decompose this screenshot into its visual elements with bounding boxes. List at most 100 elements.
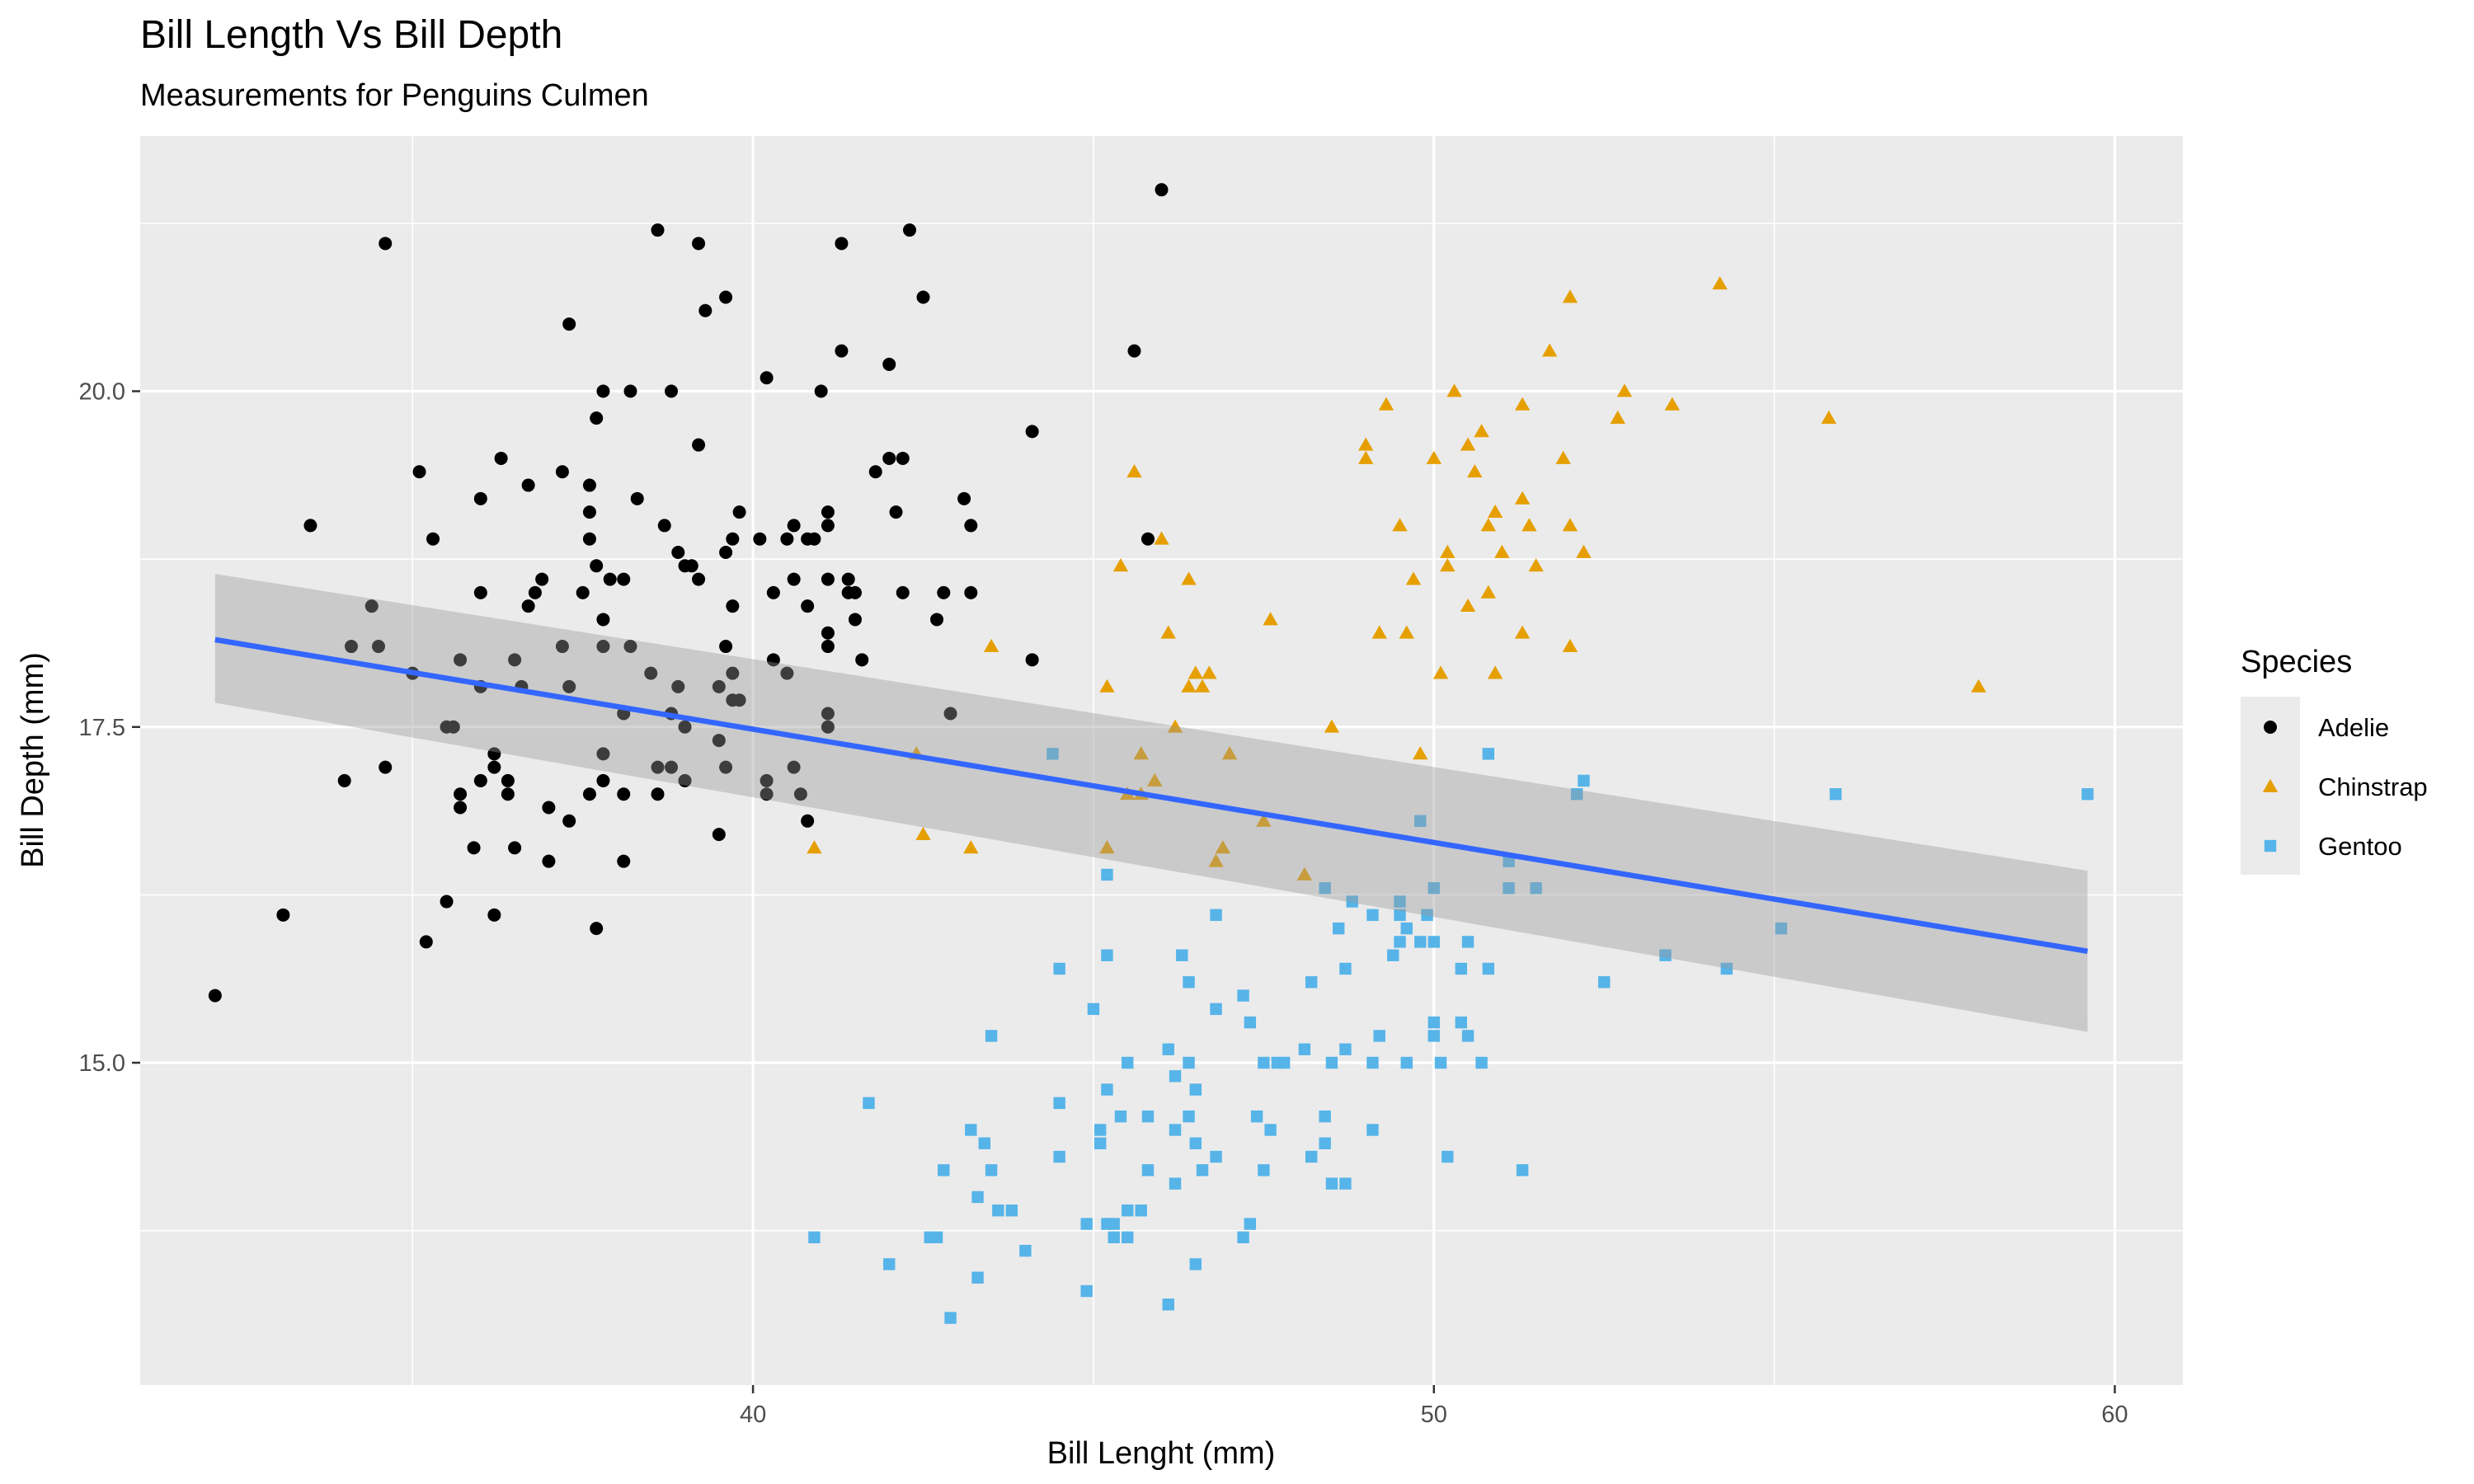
gentoo-point: [1005, 1205, 1018, 1217]
legend-title: Species: [2241, 645, 2352, 679]
y-tick-label: 15.0: [79, 1050, 125, 1077]
adelie-point: [473, 773, 487, 787]
adelie-point: [508, 653, 522, 667]
adelie-point: [562, 814, 576, 828]
gentoo-point: [1387, 949, 1399, 961]
gentoo-point: [1475, 1056, 1488, 1069]
y-axis-ticks: 15.0 17.5 20.0: [79, 379, 140, 1077]
gentoo-point: [1250, 1110, 1263, 1123]
adelie-point: [521, 478, 535, 492]
adelie-point: [501, 773, 515, 787]
gentoo-point: [1189, 1137, 1202, 1149]
adelie-point: [651, 787, 665, 801]
chinstrap-point: [1487, 665, 1503, 679]
chinstrap-point: [1202, 665, 1217, 679]
adelie-point: [855, 653, 869, 667]
adelie-point: [562, 679, 576, 693]
adelie-point: [590, 922, 604, 936]
chinstrap-point: [1256, 813, 1272, 827]
gentoo-point: [1461, 1030, 1475, 1042]
gentoo-point: [1176, 949, 1188, 961]
adelie-point: [671, 679, 685, 693]
gentoo-point: [1659, 949, 1672, 961]
gentoo-point: [1427, 882, 1440, 895]
adelie-point: [821, 626, 835, 640]
adelie-point: [582, 505, 596, 519]
adelie-point: [732, 693, 746, 707]
gentoo-point: [1114, 1110, 1127, 1123]
chinstrap-point: [1562, 518, 1578, 532]
adelie-point: [582, 787, 596, 801]
chinstrap-point: [1664, 397, 1680, 411]
adelie-point: [712, 734, 726, 748]
adelie-point: [726, 666, 740, 680]
chinstrap-point: [1296, 866, 1313, 881]
adelie-point: [303, 519, 317, 533]
gentoo-point: [1461, 936, 1475, 948]
chinstrap-point: [1610, 410, 1625, 424]
adelie-point: [787, 760, 801, 774]
adelie-point: [698, 303, 713, 317]
adelie-point: [692, 438, 706, 452]
adelie-point: [780, 666, 794, 680]
adelie-point: [787, 519, 801, 533]
gentoo-point: [1332, 922, 1345, 935]
adelie-point: [807, 532, 821, 546]
adelie-point: [276, 908, 290, 922]
chinstrap-point: [1460, 437, 1476, 451]
chinstrap-point: [1147, 773, 1163, 787]
adelie-point: [542, 801, 556, 815]
gentoo-point: [1258, 1056, 1270, 1069]
gentoo-point: [1400, 922, 1413, 935]
adelie-point: [623, 384, 637, 398]
gentoo-point: [930, 1231, 943, 1244]
adelie-point: [508, 841, 522, 855]
adelie-point: [473, 585, 487, 599]
x-tick-label: 40: [740, 1402, 766, 1428]
adelie-point: [753, 532, 767, 546]
gentoo-point: [1305, 976, 1318, 989]
gentoo-point: [985, 1164, 998, 1176]
chinstrap-point: [915, 826, 931, 840]
adelie-point: [882, 357, 896, 371]
adelie-point: [726, 532, 740, 546]
adelie-point: [412, 465, 426, 479]
adelie-point: [835, 237, 849, 251]
chinstrap-point: [1154, 531, 1169, 545]
chinstrap-point: [1181, 679, 1197, 693]
adelie-point: [916, 290, 930, 304]
gentoo-point: [1108, 1231, 1120, 1244]
adelie-point: [555, 465, 569, 479]
chinstrap-point: [1358, 450, 1374, 464]
adelie-point: [555, 640, 569, 654]
chinstrap-point: [1555, 450, 1571, 464]
legend: Species Adelie Chinstrap Gentoo: [2241, 645, 2428, 875]
gentoo-point: [1169, 1124, 1182, 1136]
gentoo-point: [992, 1205, 1004, 1217]
gentoo-point: [1366, 1124, 1379, 1136]
gentoo-point: [1414, 936, 1427, 948]
chinstrap-point: [1263, 612, 1278, 626]
adelie-point: [426, 532, 440, 546]
chinstrap-point: [1126, 464, 1142, 478]
adelie-point: [454, 653, 468, 667]
gentoo-point: [1394, 895, 1406, 908]
gentoo-point: [1080, 1218, 1093, 1230]
x-axis-title: Bill Lenght (mm): [1047, 1436, 1276, 1471]
gentoo-point: [1400, 1056, 1413, 1069]
gentoo-point: [1394, 909, 1406, 922]
chinstrap-point: [1528, 558, 1544, 572]
chinstrap-point: [1405, 571, 1422, 585]
adelie-point: [848, 613, 862, 627]
gentoo-point: [938, 1164, 950, 1176]
adelie-point: [684, 559, 698, 573]
gentoo-point: [1094, 1124, 1107, 1136]
gentoo-point: [1210, 1003, 1222, 1016]
adelie-point: [528, 585, 542, 599]
gentoo-point: [1244, 1218, 1257, 1230]
adelie-point: [760, 787, 774, 801]
adelie-point: [651, 223, 665, 237]
chinstrap-point: [1494, 544, 1510, 558]
adelie-point: [964, 585, 978, 599]
gentoo-point: [808, 1231, 821, 1244]
